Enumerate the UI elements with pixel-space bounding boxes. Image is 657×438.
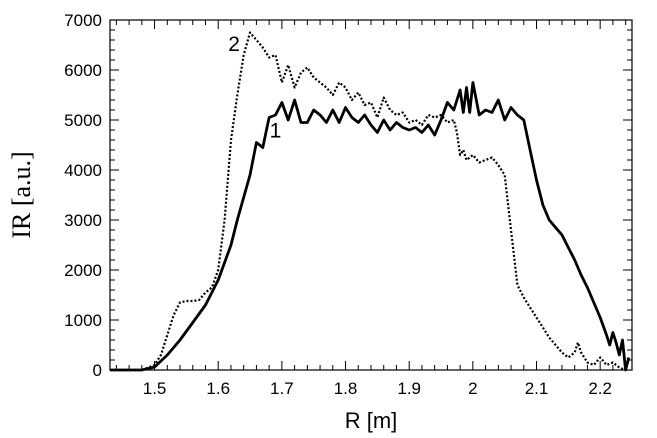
series-layer	[110, 31, 631, 372]
x-tick-label: 2	[468, 379, 477, 398]
y-tick-label: 3000	[64, 211, 102, 230]
x-axis-title: R [m]	[345, 408, 398, 433]
series-annotation-1: 1	[270, 120, 282, 143]
series-annotation-2: 2	[228, 33, 240, 56]
plot-border	[109, 19, 633, 371]
x-tick-label: 1.5	[143, 379, 167, 398]
y-axis-ticks: 0 1000 2000 3000 4000 5000 6000 7000	[64, 11, 632, 380]
x-tick-label: 2.1	[525, 379, 549, 398]
plot-frame	[109, 19, 633, 371]
x-tick-label: 1.9	[397, 379, 421, 398]
x-tick-label: 1.8	[334, 379, 358, 398]
series-line-1	[110, 81, 631, 372]
y-tick-label: 2000	[64, 261, 102, 280]
y-tick-label: 7000	[64, 11, 102, 30]
x-tick-label: 1.6	[206, 379, 230, 398]
x-tick-label: 1.7	[270, 379, 294, 398]
y-tick-label: 6000	[64, 61, 102, 80]
x-axis-ticks: 1.5 1.6 1.7 1.8 1.9 2 2.1 2.2	[115, 20, 627, 398]
y-tick-label: 1000	[64, 311, 102, 330]
y-tick-label: 5000	[64, 111, 102, 130]
series-line-2	[110, 31, 627, 372]
y-tick-label: 4000	[64, 161, 102, 180]
x-tick-label: 2.2	[588, 379, 612, 398]
series-annotations: 12	[228, 33, 281, 143]
y-axis-title: IR [a.u.]	[7, 151, 36, 238]
y-tick-label: 0	[93, 361, 102, 380]
